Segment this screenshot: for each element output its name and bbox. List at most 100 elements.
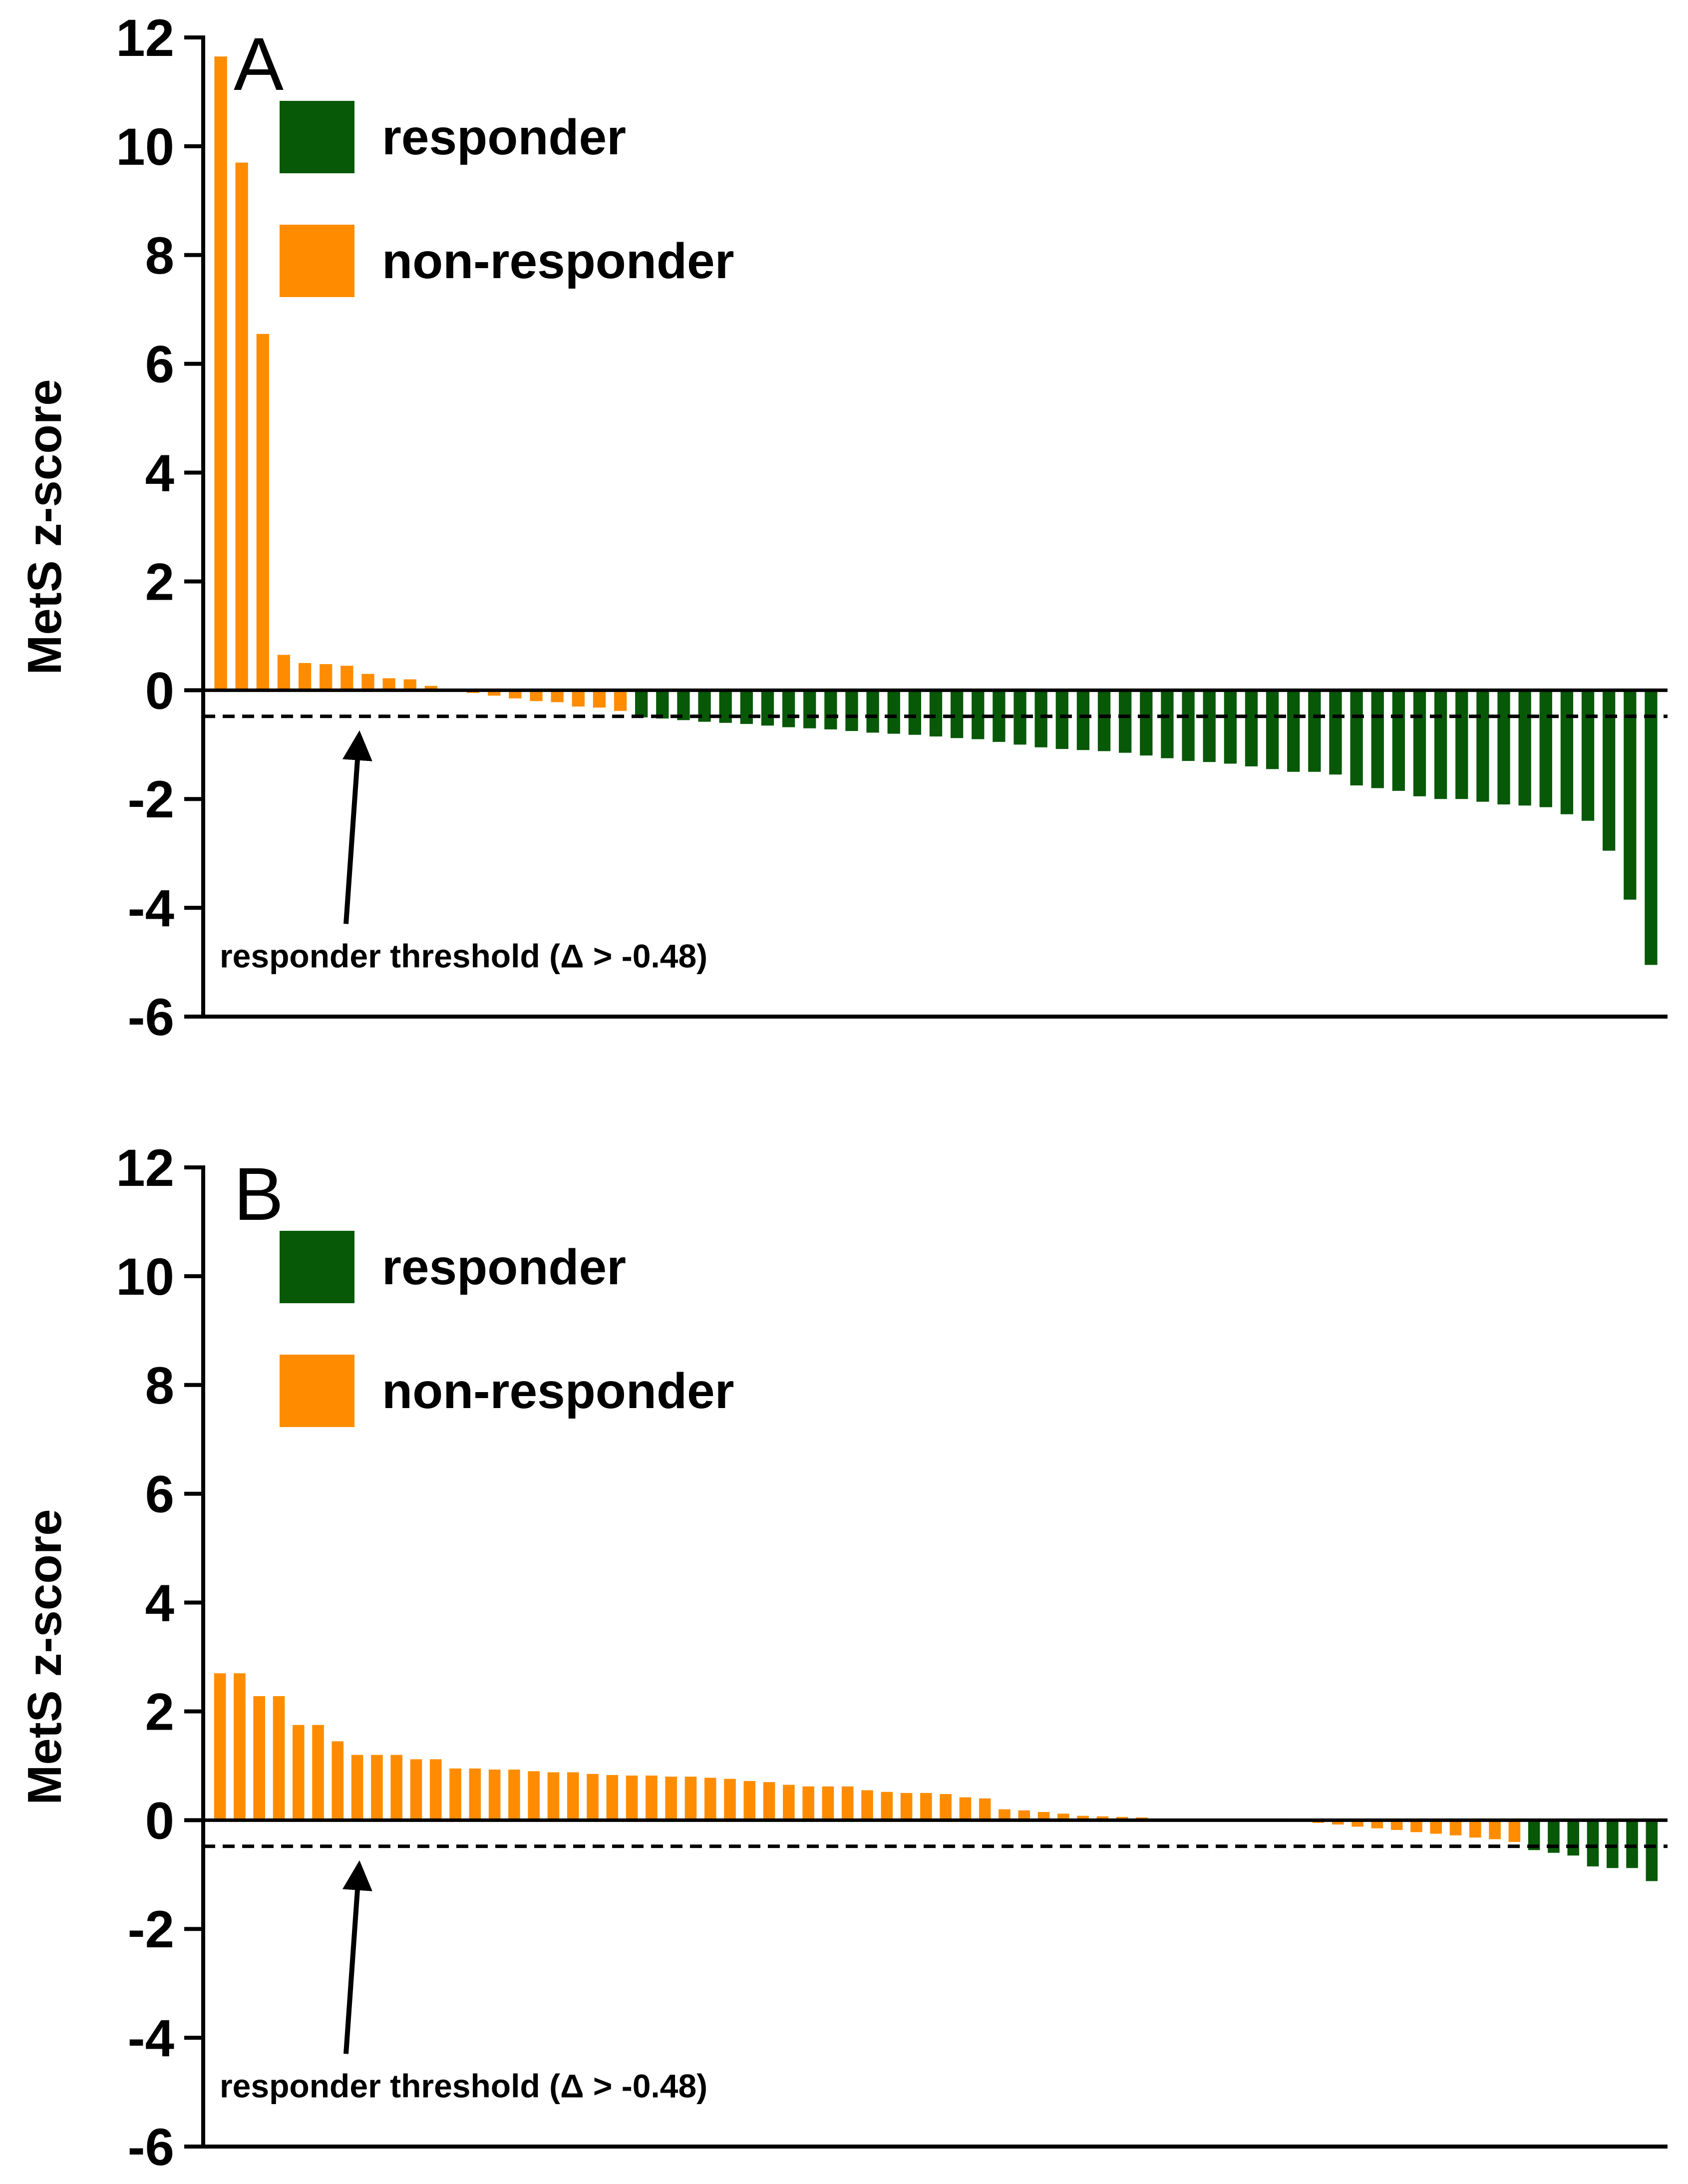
y-tick-label: -4 bbox=[128, 879, 174, 938]
bar-non-responder bbox=[1371, 1820, 1383, 1828]
bar-non-responder bbox=[572, 690, 585, 707]
bar-non-responder bbox=[763, 1782, 775, 1820]
bar-responder bbox=[1645, 690, 1658, 965]
threshold-arrow bbox=[342, 730, 372, 924]
bar-responder bbox=[1539, 690, 1552, 807]
bar-non-responder bbox=[390, 1755, 402, 1820]
bar-non-responder bbox=[410, 1759, 422, 1820]
bar-responder bbox=[1140, 690, 1153, 756]
y-tick-label: 8 bbox=[145, 1357, 174, 1415]
bar-non-responder bbox=[665, 1777, 677, 1820]
bar-responder bbox=[950, 690, 964, 738]
bar-non-responder bbox=[1449, 1820, 1462, 1835]
bar-responder bbox=[1097, 690, 1111, 751]
bar-responder bbox=[1224, 690, 1237, 764]
bar-non-responder bbox=[256, 334, 269, 691]
bar-non-responder bbox=[940, 1794, 952, 1820]
bar-responder bbox=[1055, 690, 1068, 749]
bar-responder bbox=[1161, 690, 1174, 758]
y-tick-label: 6 bbox=[145, 336, 174, 394]
bar-non-responder bbox=[551, 690, 564, 703]
bar-non-responder bbox=[626, 1776, 638, 1820]
bar-non-responder bbox=[351, 1755, 363, 1820]
bar-non-responder bbox=[234, 1673, 246, 1820]
bar-non-responder bbox=[606, 1775, 619, 1820]
y-tick-label: 0 bbox=[145, 662, 174, 720]
bar-non-responder bbox=[508, 1770, 520, 1820]
bar-non-responder bbox=[424, 686, 438, 691]
bar-responder bbox=[1581, 690, 1595, 821]
y-axis-title: MetS z-score bbox=[18, 1509, 71, 1805]
bar-non-responder bbox=[1489, 1820, 1501, 1839]
y-tick-label: 6 bbox=[145, 1465, 174, 1524]
bar-responder bbox=[887, 690, 900, 734]
bar-non-responder bbox=[1096, 1816, 1109, 1820]
bar-responder bbox=[1182, 690, 1195, 761]
bar-non-responder bbox=[382, 678, 395, 691]
bar-responder bbox=[1392, 690, 1405, 791]
bar-responder bbox=[929, 690, 943, 736]
bar-non-responder bbox=[822, 1786, 834, 1820]
bar-responder bbox=[866, 690, 879, 733]
legend-label: responder bbox=[382, 109, 626, 165]
legend-label: non-responder bbox=[382, 1363, 734, 1419]
bar-responder bbox=[1528, 1820, 1540, 1850]
bar-non-responder bbox=[469, 1768, 481, 1820]
bar-responder bbox=[1587, 1820, 1599, 1866]
threshold-arrow bbox=[342, 1860, 372, 2054]
y-tick-label: -2 bbox=[128, 1900, 174, 1959]
bar-non-responder bbox=[920, 1793, 932, 1820]
bar-non-responder bbox=[646, 1776, 658, 1820]
bar-non-responder bbox=[298, 663, 312, 691]
bar-non-responder bbox=[528, 1771, 540, 1820]
bar-non-responder bbox=[999, 1809, 1011, 1820]
bar-responder bbox=[1476, 690, 1489, 802]
bar-non-responder bbox=[332, 1741, 344, 1820]
bar-non-responder bbox=[547, 1772, 560, 1820]
bar-non-responder bbox=[449, 1768, 461, 1820]
bar-non-responder bbox=[429, 1759, 442, 1820]
bar-responder bbox=[740, 690, 753, 724]
bar-responder bbox=[1567, 1820, 1580, 1856]
bar-non-responder bbox=[900, 1793, 913, 1820]
bar-responder bbox=[1203, 690, 1216, 762]
bar-non-responder bbox=[743, 1781, 756, 1820]
legend-label: non-responder bbox=[382, 233, 734, 289]
bar-responder bbox=[1607, 1820, 1619, 1868]
y-tick-label: 12 bbox=[116, 9, 174, 67]
y-tick-label: 4 bbox=[145, 444, 174, 503]
legend-swatch-non-responder bbox=[280, 1355, 354, 1427]
bar-non-responder bbox=[1332, 1820, 1344, 1825]
y-tick-label: 12 bbox=[116, 1139, 174, 1197]
bar-non-responder bbox=[214, 56, 227, 691]
bar-non-responder bbox=[587, 1774, 599, 1820]
bar-non-responder bbox=[881, 1792, 893, 1820]
bar-responder bbox=[1518, 690, 1531, 806]
bar-non-responder bbox=[530, 690, 543, 702]
bar-non-responder bbox=[214, 1673, 226, 1820]
bar-responder bbox=[1455, 690, 1468, 799]
y-tick-label: -4 bbox=[128, 2009, 174, 2068]
bar-non-responder bbox=[1430, 1820, 1442, 1834]
bar-responder bbox=[1560, 690, 1574, 814]
y-tick-label: 10 bbox=[116, 1248, 174, 1306]
bar-non-responder bbox=[684, 1777, 697, 1820]
bar-non-responder bbox=[959, 1797, 972, 1820]
bar-non-responder bbox=[253, 1696, 265, 1820]
y-tick-label: 2 bbox=[145, 553, 174, 611]
bar-responder bbox=[1626, 1820, 1638, 1868]
bar-non-responder bbox=[1037, 1812, 1050, 1820]
bar-responder bbox=[1076, 690, 1090, 750]
y-axis-title: MetS z-score bbox=[18, 379, 71, 675]
bar-non-responder bbox=[1469, 1820, 1481, 1838]
y-tick-label: 2 bbox=[145, 1683, 174, 1741]
threshold-annotation: responder threshold (Δ > -0.48) bbox=[220, 2067, 707, 2104]
bar-responder bbox=[1646, 1820, 1658, 1881]
bar-non-responder bbox=[235, 162, 248, 691]
threshold-annotation: responder threshold (Δ > -0.48) bbox=[220, 937, 707, 974]
bar-responder bbox=[1413, 690, 1426, 796]
y-tick-label: 10 bbox=[116, 118, 174, 176]
bar-responder bbox=[782, 690, 795, 728]
